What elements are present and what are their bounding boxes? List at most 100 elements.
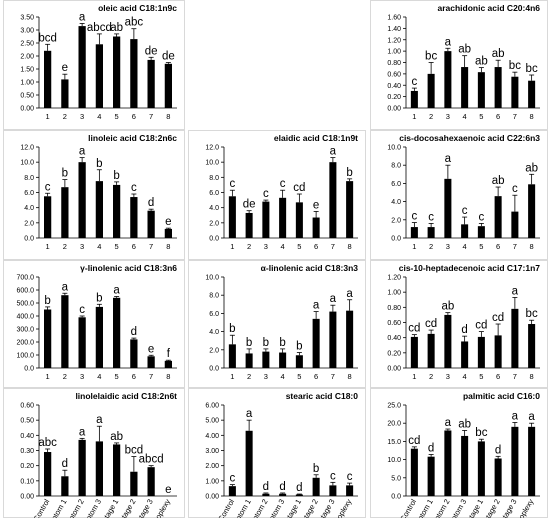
bar xyxy=(295,494,303,496)
y-tick-label: 100.0 xyxy=(16,353,34,360)
y-tick-label: 4.0 xyxy=(391,199,401,206)
significance-letter: c xyxy=(330,470,336,482)
chart-title: linolelaidic acid C18:2n6t xyxy=(75,391,177,401)
x-tick-label: 8 xyxy=(530,112,534,121)
bar xyxy=(511,308,519,368)
significance-letter: b xyxy=(296,341,302,353)
y-tick-label: 0.60 xyxy=(20,403,34,410)
chart-svg: stearic acid C18:0 0.00 1.00 2.00 3.00 4.00 5.… xyxy=(188,388,366,523)
x-tick-label: 3 xyxy=(446,112,450,121)
bar xyxy=(61,476,69,496)
bar xyxy=(528,426,536,496)
significance-letter: c xyxy=(230,178,236,190)
y-tick-label: 8.0 xyxy=(24,175,34,182)
significance-letter: c xyxy=(131,182,137,194)
bar xyxy=(295,355,303,368)
x-tick-label: 3 xyxy=(80,242,84,251)
bar xyxy=(44,309,52,368)
x-tick-label: 4 xyxy=(281,242,285,251)
significance-letter: abc xyxy=(125,17,144,29)
chart-svg: γ-linolenic acid C18:3n6 0.0 100.0 200.0 300… xyxy=(3,260,185,388)
bar xyxy=(477,226,485,238)
significance-letter: c xyxy=(230,473,236,485)
significance-letter: b xyxy=(263,337,269,349)
y-tick-label: 12.0 xyxy=(20,145,34,152)
significance-letter: b xyxy=(246,337,252,349)
bar xyxy=(329,485,337,496)
x-tick-label: 6 xyxy=(314,372,318,381)
x-tick-label: Control xyxy=(31,497,51,518)
chart-panel: cis-docosahexaenoic acid C22:6n3 0.0 2.0 4.… xyxy=(370,130,548,260)
x-tick-label: 5 xyxy=(115,242,119,251)
y-tick-label: 20.0 xyxy=(387,421,401,428)
x-tick-label: 6 xyxy=(314,242,318,251)
y-tick-label: 2.0 xyxy=(391,217,401,224)
x-tick-label: 8 xyxy=(348,242,352,251)
significance-letter: ab xyxy=(525,162,538,174)
bar xyxy=(147,467,155,496)
bar xyxy=(528,324,536,368)
y-tick-label: 0.60 xyxy=(387,71,401,78)
y-tick-label: 0.0 xyxy=(391,236,401,243)
chart-title: palmitic acid C16:0 xyxy=(463,391,540,401)
x-tick-label: 1 xyxy=(46,242,50,251)
chart-panel: cis-10-heptadecenoic acid C17:1n7 0.00 0.2… xyxy=(370,260,548,388)
significance-letter: a xyxy=(445,36,452,48)
x-tick-label: 3 xyxy=(264,372,268,381)
y-tick-label: 4.00 xyxy=(205,433,219,440)
x-tick-label: 2 xyxy=(63,112,67,121)
significance-letter: ab xyxy=(492,175,505,187)
significance-letter: d xyxy=(148,197,154,209)
chart-panel: arachidonic acid C20:4n6 0.00 0.20 0.40 0.60… xyxy=(370,0,548,130)
significance-letter: c xyxy=(479,211,485,223)
bar xyxy=(279,197,287,238)
x-tick-label: 1 xyxy=(412,242,416,251)
bar xyxy=(410,90,418,108)
significance-letter: c xyxy=(347,471,353,483)
chart-title: cis-docosahexaenoic acid C22:6n3 xyxy=(399,133,540,143)
x-tick-label: 4 xyxy=(463,372,467,381)
y-tick-label: 6.0 xyxy=(209,190,219,197)
significance-letter: a xyxy=(445,417,452,429)
chart-title: stearic acid C18:0 xyxy=(286,391,359,401)
significance-letter: a xyxy=(330,293,337,305)
significance-letter: de xyxy=(162,51,175,63)
significance-letter: bcd xyxy=(38,32,57,44)
x-tick-label: 5 xyxy=(115,372,119,381)
bar xyxy=(427,227,435,238)
y-tick-label: 0.10 xyxy=(20,478,34,485)
significance-letter: c xyxy=(462,205,468,217)
x-tick-label: 1 xyxy=(412,372,416,381)
significance-letter: ab xyxy=(110,22,123,34)
significance-letter: a xyxy=(96,414,103,426)
bar xyxy=(228,344,236,368)
x-tick-label: 8 xyxy=(166,372,170,381)
bar xyxy=(130,197,138,238)
significance-letter: b xyxy=(229,323,235,335)
y-tick-label: 4.0 xyxy=(209,329,219,336)
bar xyxy=(427,73,435,108)
y-tick-label: 1.50 xyxy=(20,67,34,74)
bar xyxy=(95,306,103,368)
significance-letter: d xyxy=(263,481,269,493)
significance-letter: d xyxy=(461,324,467,336)
y-tick-label: 10.0 xyxy=(387,145,401,152)
y-tick-label: 0.20 xyxy=(20,463,34,470)
bar xyxy=(61,295,69,368)
bar xyxy=(494,335,502,368)
y-tick-label: 2.0 xyxy=(24,220,34,227)
bar xyxy=(78,439,86,496)
bar xyxy=(95,441,103,496)
x-tick-label: 7 xyxy=(149,372,153,381)
y-tick-label: 0.20 xyxy=(387,350,401,357)
bar xyxy=(444,51,452,108)
y-tick-label: 0.40 xyxy=(387,83,401,90)
x-tick-label: 7 xyxy=(331,242,335,251)
x-tick-label: 1 xyxy=(412,112,416,121)
panel-border xyxy=(370,0,548,130)
y-tick-label: 3.00 xyxy=(20,28,34,35)
bar xyxy=(78,317,86,368)
bar xyxy=(346,310,354,368)
x-tick-label: 1 xyxy=(46,372,50,381)
